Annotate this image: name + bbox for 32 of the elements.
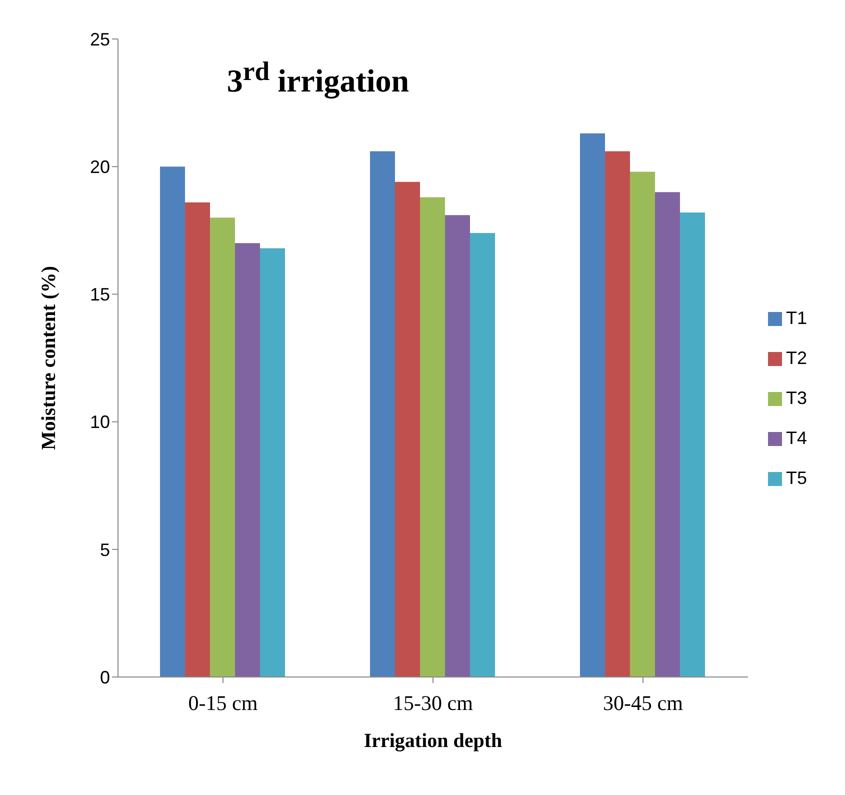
y-tick-label: 20 bbox=[90, 156, 110, 177]
text: 3$^{rd}$ irrigation bbox=[226, 56, 410, 100]
bar bbox=[630, 172, 655, 677]
y-axis-title: Moisture content (%) bbox=[38, 266, 60, 450]
bar bbox=[370, 151, 395, 677]
legend-label: T3 bbox=[786, 388, 807, 408]
bar bbox=[160, 166, 185, 677]
y-tick-label: 25 bbox=[90, 29, 110, 50]
x-tick-label: 0-15 cm bbox=[188, 690, 258, 715]
bar bbox=[470, 232, 495, 677]
bar bbox=[260, 248, 285, 677]
y-tick-label: 5 bbox=[100, 540, 110, 560]
y-tick-label: 15 bbox=[90, 284, 110, 305]
bar bbox=[185, 202, 210, 677]
x-tick-label: 30-45 cm bbox=[603, 690, 683, 715]
bar bbox=[604, 151, 630, 677]
bar bbox=[680, 212, 705, 677]
bar bbox=[444, 215, 470, 677]
legend-label: T1 bbox=[786, 308, 807, 328]
x-axis-title: Irrigation depth bbox=[364, 730, 502, 752]
y-tick-label: 0 bbox=[100, 667, 110, 688]
legend-label: T5 bbox=[786, 468, 807, 488]
y-tick-label: 10 bbox=[90, 412, 110, 432]
x-tick-label: 15-30 cm bbox=[393, 690, 473, 715]
bar bbox=[420, 197, 445, 677]
bar bbox=[394, 182, 420, 677]
bar bbox=[210, 218, 235, 677]
bar bbox=[580, 133, 605, 677]
bar bbox=[235, 243, 260, 677]
legend-label: T2 bbox=[786, 348, 807, 368]
bar bbox=[654, 192, 680, 677]
legend-label: T4 bbox=[786, 428, 807, 448]
